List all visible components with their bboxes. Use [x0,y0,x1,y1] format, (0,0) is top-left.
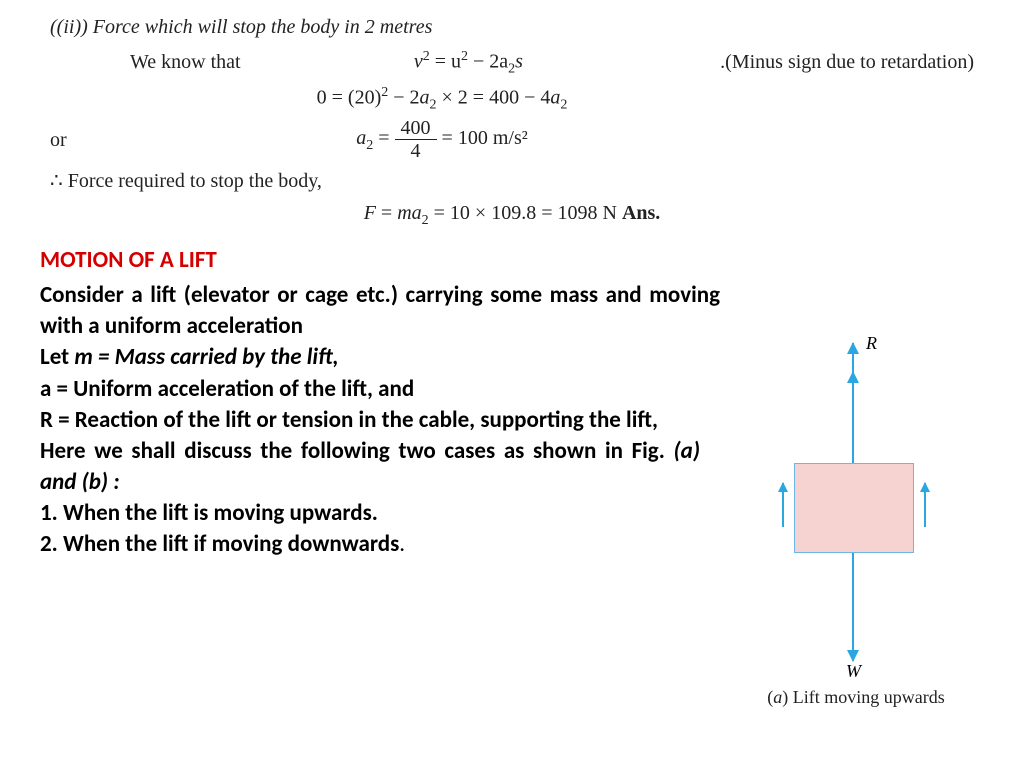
label-w: W [846,659,861,683]
equation-2: 0 = (20)2 − 2a2 × 2 = 400 − 4a2 [170,82,714,116]
diagram-caption: (a) Lift moving upwards [716,685,996,709]
section-heading: MOTION OF A LIFT [40,245,974,276]
lift-box [794,463,914,553]
cases-intro: Here we shall discuss the following two … [40,436,700,498]
paragraph-intro: Consider a lift (elevator or cage etc.) … [40,280,720,342]
or-label: or [50,125,170,155]
label-r: R [866,331,877,355]
subtitle-prefix: (ii) [57,16,81,38]
equation-3: a2 = 4004 = 100 m/s² [170,117,714,162]
we-know-label: We know that [130,47,241,77]
equation-4: F = ma2 = 10 × 109.8 = 1098 N Ans. [50,198,974,231]
lift-section: MOTION OF A LIFT Consider a lift (elevat… [0,233,1024,559]
problem-section: ((ii)) Force which will stop the body in… [0,0,1024,231]
therefore-line: ∴ Force required to stop the body, [50,166,974,196]
problem-subtitle: ((ii)) Force which will stop the body in… [50,12,974,42]
lift-diagram: R W (a) Lift moving upwards [734,333,974,693]
arrow-down-icon [852,553,854,661]
r-line: R = Reaction of the lift or tension in t… [40,405,700,436]
arrow-up-left-icon [782,483,784,527]
equation-1: v2 = u2 − 2a2s [241,46,697,80]
subtitle-text: Force which will stop the body in 2 metr… [93,16,433,38]
arrow-up-icon [852,343,854,463]
retardation-note: .(Minus sign due to retardation) [720,47,974,77]
arrow-up-right-icon [924,483,926,527]
